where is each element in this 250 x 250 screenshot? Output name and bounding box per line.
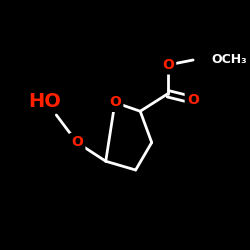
Text: O: O [71,136,83,149]
Text: O: O [162,58,174,72]
Text: HO: HO [28,92,61,111]
Text: O: O [187,93,199,107]
Text: O: O [109,96,121,110]
Text: OCH₃: OCH₃ [212,53,247,66]
